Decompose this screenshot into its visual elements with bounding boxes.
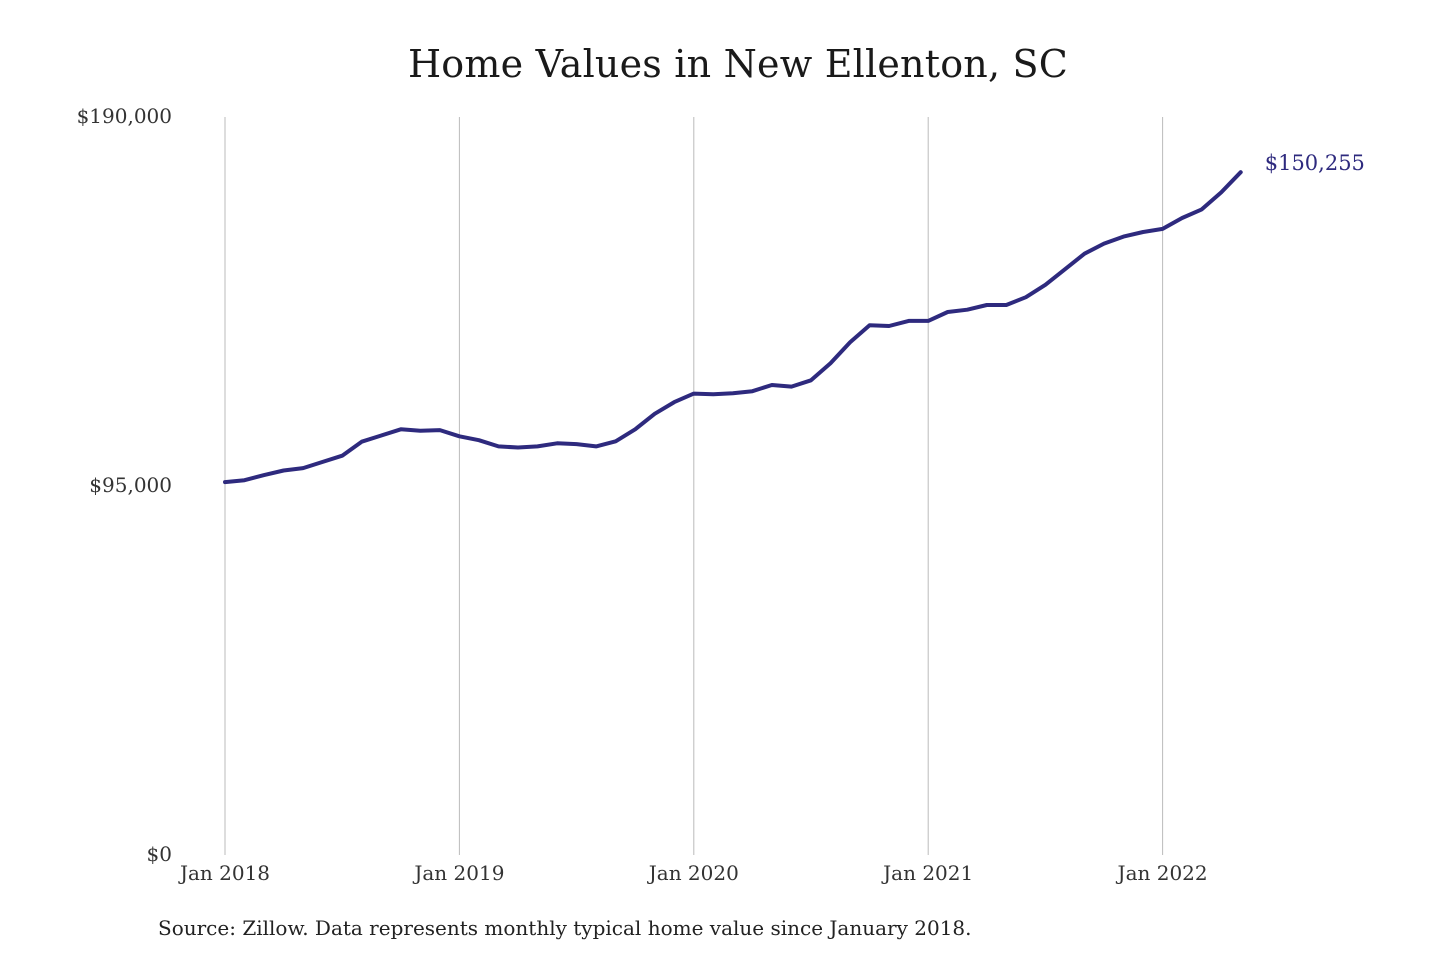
x-tick-label: Jan 2018 <box>178 861 270 885</box>
y-tick-label: $190,000 <box>77 104 172 128</box>
x-tick-label: Jan 2022 <box>1116 861 1208 885</box>
x-tick-label: Jan 2021 <box>881 861 973 885</box>
series-line <box>223 170 1243 485</box>
x-tick-label: Jan 2020 <box>647 861 739 885</box>
end-value-label: $150,255 <box>1265 151 1365 175</box>
y-tick-label: $0 <box>147 842 172 866</box>
x-axis-ticks: Jan 2018 Jan 2019 Jan 2020 Jan 2021 Jan 2022 <box>178 861 1208 885</box>
y-axis-ticks: $0 $95,000 $190,000 <box>77 104 172 866</box>
grid-lines <box>224 117 1164 855</box>
series-group: $150,255 <box>223 151 1365 485</box>
x-tick-label: Jan 2019 <box>412 861 504 885</box>
chart-title: Home Values in New Ellenton, SC <box>407 42 1069 86</box>
y-tick-label: $95,000 <box>89 473 172 497</box>
source-note: Source: Zillow. Data represents monthly … <box>158 916 972 940</box>
